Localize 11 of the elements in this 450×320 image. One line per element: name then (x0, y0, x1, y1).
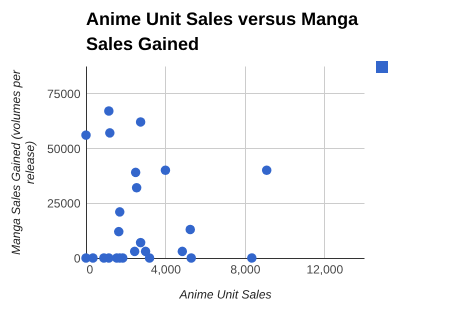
x-axis-title: Anime Unit Sales (178, 288, 272, 302)
y-tick-label: 75000 (47, 86, 81, 101)
y-tick-label: 50000 (47, 142, 81, 156)
x-tick-label: 4,000 (150, 262, 182, 276)
y-tick-label: 0 (74, 252, 81, 266)
y-axis-title: Manga Sales Gained (volumes per release) (9, 69, 38, 255)
x-tick-label: 8,000 (230, 262, 261, 276)
y-tick-label: 25000 (47, 196, 81, 211)
x-tick-label: 0 (86, 262, 94, 276)
x-tick-label: 12,000 (306, 262, 344, 276)
chart-title: Anime Unit Sales versus Manga Sales Gained (86, 9, 360, 54)
